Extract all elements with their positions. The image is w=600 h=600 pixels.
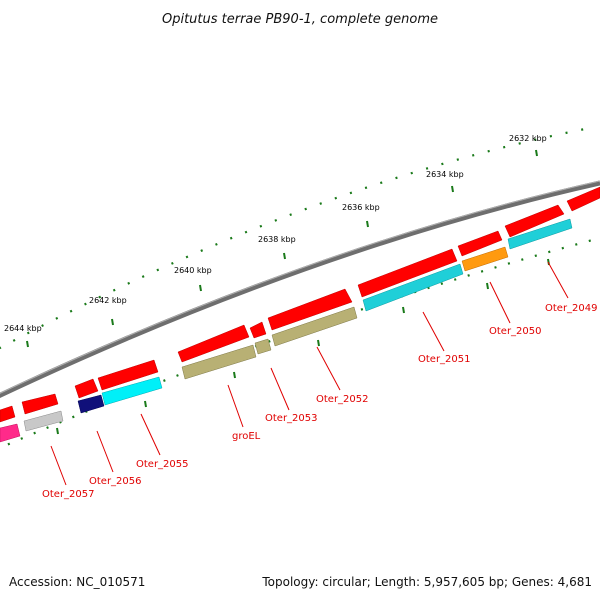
- feature-bar: [77, 394, 105, 414]
- cds-arrow: [566, 186, 600, 212]
- feature-bar: [254, 338, 272, 355]
- scale-label: 2640 kbp: [174, 266, 212, 275]
- cds-arrow: [21, 393, 59, 415]
- cds-arrow: [457, 230, 503, 257]
- feature-bar: [101, 376, 163, 406]
- cds-row-forward: [0, 186, 600, 423]
- scale-labels: 2632 kbp 2634 kbp 2636 kbp 2638 kbp 2640…: [4, 134, 547, 333]
- scale-label: 2644 kbp: [4, 324, 42, 333]
- gene-label: Oter_2057: [42, 489, 95, 500]
- gene-label: Oter_2050: [489, 326, 542, 337]
- topology-text: Topology: circular; Length: 5,957,605 bp…: [261, 575, 592, 589]
- scale-major-ticks: [26, 149, 538, 348]
- scale-label: 2632 kbp: [509, 134, 547, 143]
- scale-label: 2642 kbp: [89, 296, 127, 305]
- cds-arrow: [97, 359, 159, 391]
- accession-text: Accession: NC_010571: [9, 575, 145, 589]
- genome-backbone: [0, 180, 600, 399]
- feature-bar: [461, 246, 509, 272]
- scale-label: 2636 kbp: [342, 203, 380, 212]
- feature-row: [0, 218, 573, 443]
- feature-bar: [23, 410, 64, 432]
- inner-major-ticks: [56, 258, 550, 435]
- gene-label: Oter_2052: [316, 394, 369, 405]
- feature-bar: [271, 306, 358, 347]
- gene-label: Oter_2055: [136, 459, 189, 470]
- scale-label: 2634 kbp: [426, 170, 464, 179]
- map-title: Opitutus terrae PB90-1, complete genome: [162, 12, 438, 27]
- gene-label: Oter_2056: [89, 476, 142, 487]
- gene-labels: Oter_2049 Oter_2050 Oter_2051 Oter_2052 …: [42, 303, 598, 500]
- feature-bar: [507, 218, 573, 250]
- scale-label: 2638 kbp: [258, 235, 296, 244]
- label-leaders: [50, 261, 569, 486]
- gene-label: Oter_2053: [265, 413, 318, 424]
- gene-label: Oter_2051: [418, 354, 471, 365]
- cds-arrow: [357, 248, 458, 298]
- feature-bar: [0, 423, 21, 443]
- cds-arrow: [267, 288, 353, 331]
- cds-arrow: [249, 321, 267, 339]
- cds-arrow: [74, 378, 99, 399]
- feature-bar: [362, 263, 464, 312]
- feature-bar: [181, 344, 257, 380]
- cds-arrow: [177, 324, 250, 363]
- cds-arrow: [504, 204, 565, 238]
- cds-arrow: [0, 405, 16, 423]
- gene-label: Oter_2049: [545, 303, 598, 314]
- gene-label: groEL: [232, 431, 261, 442]
